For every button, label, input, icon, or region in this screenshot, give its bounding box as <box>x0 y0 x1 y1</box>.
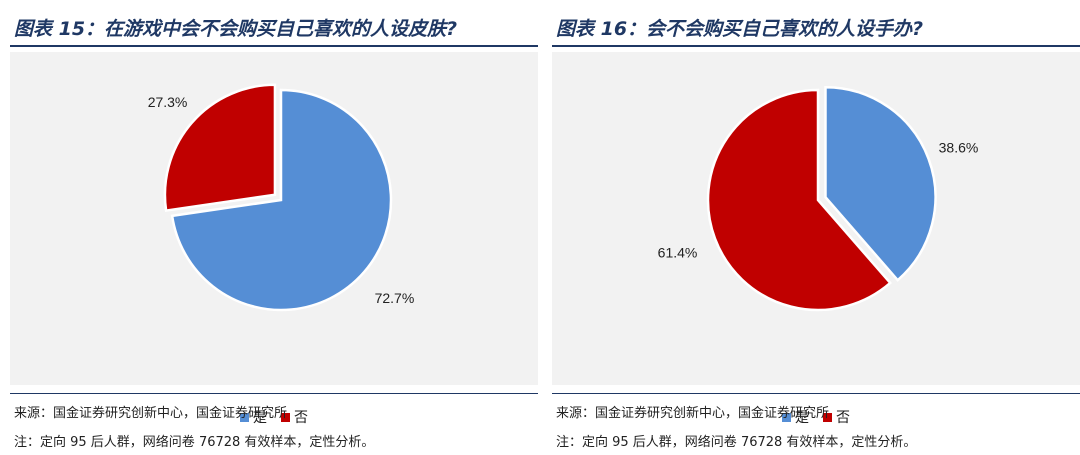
sample-note: 注：定向 95 后人群，网络问卷 76728 有效样本，定性分析。 <box>14 435 375 450</box>
legend-swatch-no <box>823 412 832 422</box>
pie-slice-no <box>163 83 277 213</box>
footer-divider <box>552 393 1080 394</box>
chart-title: 图表 16：会不会购买自己喜欢的人设手办? <box>556 18 924 40</box>
legend-label-yes: 是 <box>253 410 267 426</box>
title-divider <box>10 45 538 47</box>
legend-item-no: 否 <box>823 407 850 427</box>
sample-note: 注：定向 95 后人群，网络问卷 76728 有效样本，定性分析。 <box>556 435 917 450</box>
source-note: 来源：国金证券研究创新中心，国金证券研究所 <box>14 406 288 421</box>
pie-slice-yes <box>824 85 937 282</box>
legend-swatch-no <box>281 412 290 422</box>
legend-item-no: 否 <box>281 407 308 427</box>
data-label-no: 27.3% <box>148 94 188 110</box>
pie-slice-yes <box>170 88 393 312</box>
legend-label-no: 否 <box>836 410 850 426</box>
legend-label-no: 否 <box>294 410 308 426</box>
legend-swatch-yes <box>782 412 791 422</box>
pie-chart-16: 38.6% 61.4% <box>658 85 979 312</box>
legend-item-yes: 是 <box>240 407 267 427</box>
footer-divider <box>10 393 538 394</box>
plot-area: 38.6% 61.4% 是 否 <box>552 52 1080 426</box>
source-note: 来源：国金证券研究创新中心，国金证券研究所 <box>556 406 830 421</box>
data-label-yes: 38.6% <box>939 139 979 155</box>
data-label-no: 61.4% <box>658 245 698 261</box>
plot-area: 72.7% 27.3% 是 否 <box>10 52 538 426</box>
legend-swatch-yes <box>240 412 249 422</box>
chart-title: 图表 15：在游戏中会不会购买自己喜欢的人设皮肤? <box>14 18 458 40</box>
chart-panel-15: 图表 15：在游戏中会不会购买自己喜欢的人设皮肤? 72.7% 27.3% 是 否… <box>10 0 538 455</box>
title-divider <box>552 45 1080 47</box>
pie-chart-15: 72.7% 27.3% <box>148 83 415 312</box>
legend: 是 否 <box>10 407 538 427</box>
legend-item-yes: 是 <box>782 407 809 427</box>
legend: 是 否 <box>552 407 1080 427</box>
legend-label-yes: 是 <box>795 410 809 426</box>
pie-slice-no <box>706 88 892 312</box>
data-label-yes: 72.7% <box>375 290 415 306</box>
chart-panel-16: 图表 16：会不会购买自己喜欢的人设手办? 38.6% 61.4% 是 否 来源：… <box>552 0 1080 455</box>
